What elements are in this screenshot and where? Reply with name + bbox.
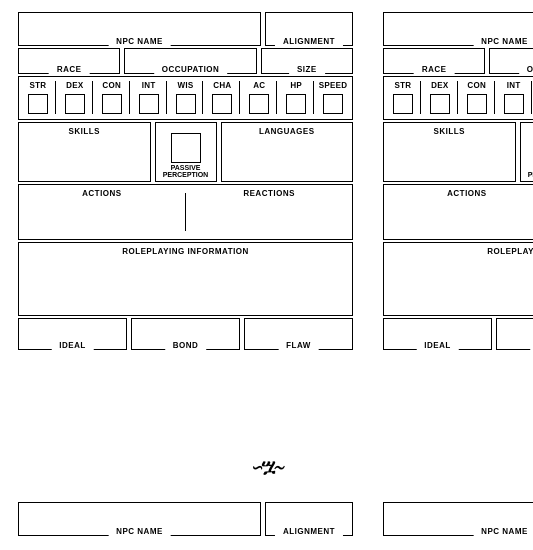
alignment-field[interactable]: ALIGNMENT [265, 502, 353, 536]
alignment-label: ALIGNMENT [275, 527, 343, 536]
skills-field[interactable]: SKILLS [383, 122, 516, 182]
race-label: RACE [49, 65, 90, 74]
alignment-label: ALIGNMENT [275, 37, 343, 46]
stat-wis: WIS [169, 81, 204, 114]
npc-name-field[interactable]: NPC NAME [18, 12, 261, 46]
actions-label: ACTIONS [447, 189, 487, 198]
stat-label: AC [243, 81, 275, 90]
actions-field[interactable]: ACTIONS [19, 185, 185, 239]
stat-input[interactable] [28, 94, 48, 114]
race-field[interactable]: RACE [383, 48, 485, 74]
stat-label: INT [133, 81, 165, 90]
languages-label: LANGUAGES [259, 127, 315, 136]
roleplaying-label: ROLEPLAYING INFORMATION [122, 247, 249, 256]
stat-label: DEX [59, 81, 91, 90]
passive-perception-box[interactable] [171, 133, 201, 163]
reactions-field[interactable]: REACTIONS [186, 185, 352, 239]
occupation-label: OCCUPATION [154, 65, 228, 74]
npc-card: NPC NAME ALIGNMENT RACE OCCUPATION SIZE … [383, 12, 533, 350]
skills-label: SKILLS [434, 127, 465, 136]
stat-input[interactable] [467, 94, 487, 114]
stat-dex: DEX [423, 81, 458, 114]
bond-field[interactable]: BOND [496, 318, 533, 350]
occupation-field[interactable]: OCCUPATION [124, 48, 256, 74]
npc-card: NPC NAME ALIGNMENT RACE OCCUPATION SIZE … [18, 12, 353, 350]
stat-input[interactable] [65, 94, 85, 114]
stat-input[interactable] [430, 94, 450, 114]
npc-name-field[interactable]: NPC NAME [383, 12, 533, 46]
occupation-label: OCCUPATION [519, 65, 533, 74]
stat-str: STR [21, 81, 56, 114]
stats-row: STR DEX CON INT WIS CHA AC HP SPEED [18, 76, 353, 120]
flaw-label: FLAW [278, 341, 319, 350]
ornament-icon: ∽ሧ∼ [251, 456, 281, 477]
ideal-label: IDEAL [416, 341, 459, 350]
stat-input[interactable] [139, 94, 159, 114]
npc-name-label: NPC NAME [108, 527, 171, 536]
actions-field[interactable]: ACTIONS [384, 185, 533, 239]
flaw-field[interactable]: FLAW [244, 318, 353, 350]
stat-input[interactable] [176, 94, 196, 114]
stat-label: INT [498, 81, 530, 90]
race-field[interactable]: RACE [18, 48, 120, 74]
npc-name-label: NPC NAME [473, 527, 533, 536]
stat-dex: DEX [58, 81, 93, 114]
stat-speed: SPEED [316, 81, 350, 114]
ideal-field[interactable]: IDEAL [18, 318, 127, 350]
stat-input[interactable] [102, 94, 122, 114]
stat-label: STR [22, 81, 54, 90]
stat-label: DEX [424, 81, 456, 90]
stat-cha: CHA [205, 81, 240, 114]
reactions-label: REACTIONS [243, 189, 295, 198]
stat-label: CON [96, 81, 128, 90]
passive-perception-field[interactable]: PASSIVEPERCEPTION [155, 122, 217, 182]
stat-label: STR [387, 81, 419, 90]
stat-hp: HP [279, 81, 314, 114]
stat-con: CON [460, 81, 495, 114]
stat-input[interactable] [393, 94, 413, 114]
race-label: RACE [414, 65, 455, 74]
stat-input[interactable] [212, 94, 232, 114]
bond-label: BOND [165, 341, 207, 350]
stat-label: HP [280, 81, 312, 90]
ideal-label: IDEAL [51, 341, 94, 350]
stat-str: STR [386, 81, 421, 114]
passive-perception-label: PASSIVEPERCEPTION [521, 165, 533, 179]
stat-int: INT [132, 81, 167, 114]
stats-row: STRDEXCONINTWISCHAACHPSPEED [383, 76, 533, 120]
stat-int: INT [497, 81, 532, 114]
stat-label: WIS [170, 81, 202, 90]
stat-label: SPEED [317, 81, 349, 90]
bond-field[interactable]: BOND [131, 318, 240, 350]
passive-perception-label: PASSIVEPERCEPTION [156, 165, 216, 179]
actions-reactions-row: ACTIONS REACTIONS [18, 184, 353, 240]
npc-name-field[interactable]: NPC NAME [383, 502, 533, 536]
roleplaying-label: ROLEPLAYING INFORMATION [487, 247, 533, 256]
npc-name-field[interactable]: NPC NAME [18, 502, 261, 536]
npc-name-label: NPC NAME [473, 37, 533, 46]
actions-reactions-row: ACTIONS REACTIONS [383, 184, 533, 240]
passive-perception-field[interactable]: PASSIVEPERCEPTION [520, 122, 533, 182]
actions-label: ACTIONS [82, 189, 122, 198]
stat-input[interactable] [249, 94, 269, 114]
skills-field[interactable]: SKILLS [18, 122, 151, 182]
occupation-field[interactable]: OCCUPATION [489, 48, 533, 74]
stat-ac: AC [242, 81, 277, 114]
stat-input[interactable] [323, 94, 343, 114]
stat-con: CON [95, 81, 130, 114]
stat-label: CHA [206, 81, 238, 90]
stat-input[interactable] [504, 94, 524, 114]
npc-name-label: NPC NAME [108, 37, 171, 46]
alignment-field[interactable]: ALIGNMENT [265, 12, 353, 46]
stat-label: CON [461, 81, 493, 90]
stat-input[interactable] [286, 94, 306, 114]
skills-label: SKILLS [69, 127, 100, 136]
roleplaying-field[interactable]: ROLEPLAYING INFORMATION [18, 242, 353, 316]
size-label: SIZE [289, 65, 325, 74]
size-field[interactable]: SIZE [261, 48, 353, 74]
roleplaying-field[interactable]: ROLEPLAYING INFORMATION [383, 242, 533, 316]
ideal-field[interactable]: IDEAL [383, 318, 492, 350]
languages-field[interactable]: LANGUAGES [221, 122, 354, 182]
